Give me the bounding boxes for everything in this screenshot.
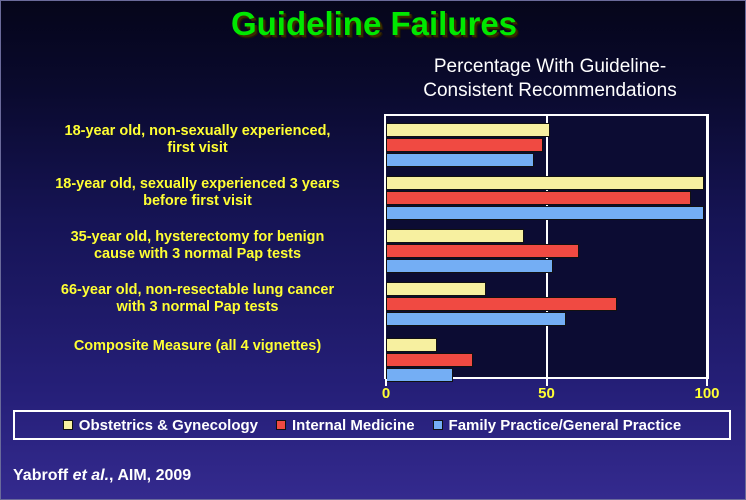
category-label-line: first visit <box>167 140 228 156</box>
bar[interactable] <box>386 244 579 258</box>
legend-item[interactable]: Obstetrics & Gynecology <box>62 416 259 434</box>
citation-author: Yabroff <box>13 467 69 484</box>
chart-legend: Obstetrics & Gynecology Internal Medicine… <box>13 410 731 440</box>
bar[interactable] <box>386 368 454 382</box>
category-label-line: before first visit <box>143 193 252 209</box>
category-label: 66-year old, non-resectable lung cancer w… <box>15 282 380 316</box>
citation-rest: , AIM, 2009 <box>109 467 192 484</box>
bar[interactable] <box>386 297 618 311</box>
legend-swatch-icon <box>62 420 73 430</box>
x-tick-label: 100 <box>694 385 720 402</box>
category-label: 18-year old, non-sexually experienced, fi… <box>15 123 380 157</box>
chart-title: Percentage With Guideline- Consistent Re… <box>385 55 715 103</box>
legend-swatch-icon <box>276 420 287 430</box>
category-label-line: 18-year old, non-sexually experienced, <box>64 123 331 139</box>
bar[interactable] <box>386 259 553 273</box>
bar[interactable] <box>386 353 473 367</box>
category-axis-labels: 18-year old, non-sexually experienced, fi… <box>15 114 380 379</box>
legend-label: Obstetrics & Gynecology <box>78 416 259 434</box>
legend-label: Internal Medicine <box>292 416 415 434</box>
chart-title-line-2: Consistent Recommendations <box>423 80 677 101</box>
x-tick-label: 0 <box>381 385 391 402</box>
x-axis: 0 50 100 <box>381 379 720 405</box>
bar[interactable] <box>386 338 438 352</box>
bar-group <box>386 282 707 326</box>
x-tick-100 <box>706 379 708 386</box>
legend-swatch-icon <box>432 420 443 430</box>
page-title: Guideline Failures <box>230 5 518 42</box>
category-label-line: 18-year old, sexually experienced 3 year… <box>55 176 340 192</box>
legend-item[interactable]: Internal Medicine <box>276 417 415 434</box>
category-label-line: 66-year old, non-resectable lung cancer <box>60 282 335 298</box>
bar-group <box>386 229 707 273</box>
bar-group <box>386 176 707 220</box>
bar-group <box>386 338 707 382</box>
category-label-line: with 3 normal Pap tests <box>116 299 279 315</box>
citation: Yabroff et al., AIM, 2009 <box>13 467 191 485</box>
category-label: 35-year old, hysterectomy for benign caus… <box>15 229 380 263</box>
bar[interactable] <box>386 176 704 190</box>
bar[interactable] <box>386 153 534 167</box>
bar[interactable] <box>386 229 525 243</box>
x-tick-label: 50 <box>538 385 555 402</box>
citation-etal: et al. <box>72 467 110 484</box>
category-label: Composite Measure (all 4 vignettes) <box>15 338 380 355</box>
bar[interactable] <box>386 282 486 296</box>
bar[interactable] <box>386 206 704 220</box>
chart-title-line-1: Percentage With Guideline- <box>433 56 667 77</box>
bar[interactable] <box>386 191 691 205</box>
bar[interactable] <box>386 123 550 137</box>
bar[interactable] <box>386 138 544 152</box>
bar[interactable] <box>386 312 566 326</box>
category-label-line: 35-year old, hysterectomy for benign <box>70 229 325 245</box>
legend-label: Family Practice/General Practice <box>448 416 682 434</box>
category-label: 18-year old, sexually experienced 3 year… <box>15 176 380 210</box>
x-tick-50 <box>545 379 548 386</box>
gridline-100 <box>706 116 708 377</box>
category-label-line: cause with 3 normal Pap tests <box>93 246 302 262</box>
legend-item[interactable]: Family Practice/General Practice <box>432 416 682 434</box>
x-tick-0 <box>385 379 387 386</box>
category-label-line: Composite Measure (all 4 vignettes) <box>73 338 322 354</box>
plot-area <box>384 114 709 382</box>
bar-group <box>386 123 707 167</box>
